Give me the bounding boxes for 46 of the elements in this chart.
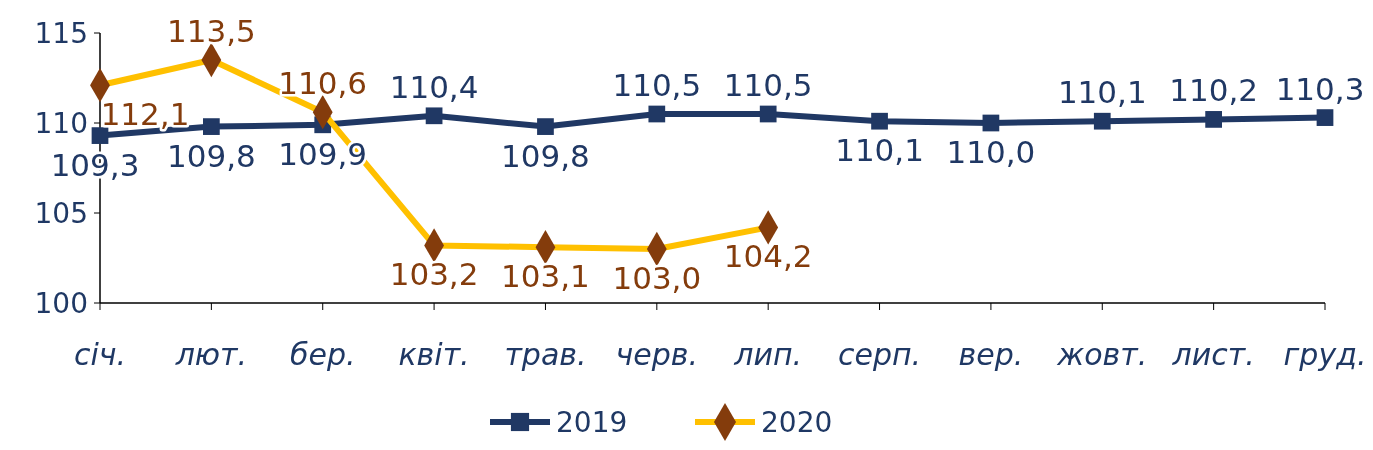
legend-label: 2020 <box>761 406 833 439</box>
point <box>425 107 443 125</box>
point <box>871 112 888 130</box>
point <box>91 127 109 144</box>
x-tick-label: вер. <box>958 337 1024 372</box>
legend-label: 2019 <box>556 406 628 439</box>
data-label: 109,8 <box>501 137 590 174</box>
x-tick-label: січ. <box>73 337 127 372</box>
point <box>537 118 554 135</box>
x-tick-label: лют. <box>174 337 248 372</box>
data-label: 110,1 <box>1057 74 1147 111</box>
data-label: 110,1 <box>835 132 924 169</box>
x-tick-label: лип. <box>733 337 803 372</box>
data-label: 110,6 <box>278 65 368 102</box>
x-tick-label: бер. <box>289 337 356 372</box>
y-tick-label: 110 <box>34 107 88 140</box>
x-tick-label: трав. <box>504 337 587 372</box>
data-label: 110,4 <box>389 68 479 105</box>
point <box>1205 111 1222 128</box>
y-tick-label: 115 <box>34 17 88 50</box>
x-tick-label: черв. <box>615 337 699 372</box>
x-tick-label: лист. <box>1171 337 1255 372</box>
data-label: 113,5 <box>166 13 256 49</box>
x-tick-label: квіт. <box>398 337 470 372</box>
data-label: 110,2 <box>1169 72 1259 109</box>
point <box>982 114 1000 132</box>
data-label: 110,5 <box>612 67 702 103</box>
x-tick-label: жовт. <box>1056 337 1148 372</box>
point <box>1093 112 1111 130</box>
x-tick-label: груд. <box>1283 337 1367 372</box>
point <box>648 105 666 123</box>
x-tick-label: серп. <box>837 337 922 372</box>
data-label: 110,3 <box>1275 70 1365 107</box>
data-label: 109,8 <box>166 137 256 174</box>
data-label: 110,0 <box>946 134 1036 170</box>
point <box>203 118 220 135</box>
point <box>759 105 777 123</box>
data-label: 104,2 <box>723 238 813 275</box>
data-label: 103,0 <box>612 260 702 296</box>
y-tick-label: 100 <box>34 287 88 320</box>
y-tick-label: 105 <box>34 197 88 230</box>
data-label: 103,2 <box>389 256 479 293</box>
data-label: 112,1 <box>100 96 190 133</box>
point <box>1316 109 1334 126</box>
data-label: 110,5 <box>723 67 813 103</box>
data-label: 103,1 <box>501 258 590 295</box>
